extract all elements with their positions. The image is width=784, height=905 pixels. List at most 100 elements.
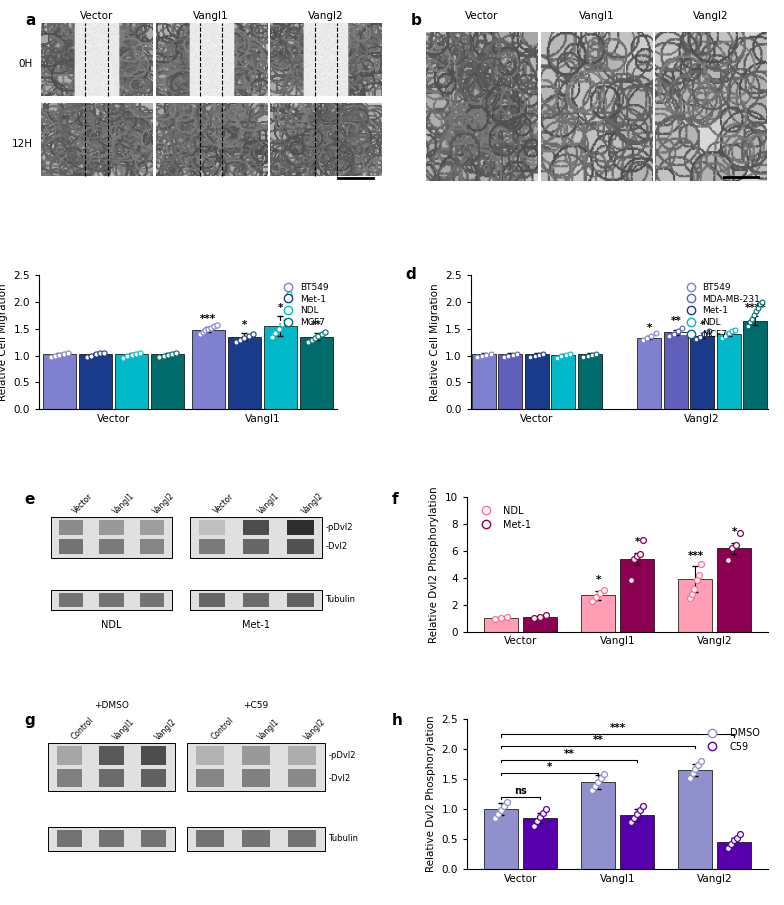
Point [633, 547, 646, 561]
Point [539, 802, 552, 816]
Point [581, 348, 593, 363]
Point [756, 294, 768, 309]
Bar [242, 831, 270, 847]
Bar [79, 354, 112, 409]
Bar [140, 539, 164, 555]
Point [165, 347, 178, 361]
Bar [56, 831, 82, 847]
Point [501, 610, 514, 624]
Bar [60, 539, 83, 555]
Bar [99, 831, 124, 847]
Bar [56, 747, 82, 765]
Point [475, 348, 488, 363]
Bar [717, 842, 751, 869]
Bar [43, 354, 76, 409]
Point [753, 297, 766, 311]
Point [695, 754, 707, 768]
Y-axis label: Relative Cell Migration: Relative Cell Migration [0, 283, 8, 401]
Text: ***: *** [200, 314, 216, 324]
Text: -pDvl2: -pDvl2 [328, 751, 356, 760]
Bar [578, 355, 601, 409]
Legend: BT549, Met-1, NDL, MCF7: BT549, Met-1, NDL, MCF7 [276, 280, 332, 330]
Point [536, 805, 549, 820]
Bar [242, 747, 270, 765]
Point [273, 321, 285, 336]
Point [689, 762, 702, 776]
Point [734, 827, 746, 842]
Point [196, 325, 209, 339]
Text: a: a [25, 13, 36, 28]
Point [555, 348, 568, 363]
Point [489, 811, 502, 825]
Text: Vangl2: Vangl2 [154, 717, 179, 741]
Point [129, 347, 142, 361]
Bar [289, 831, 316, 847]
Point [283, 286, 296, 300]
Point [162, 348, 174, 362]
Point [597, 767, 610, 782]
Bar [198, 520, 225, 536]
Point [89, 348, 102, 362]
Point [495, 611, 507, 625]
Point [716, 331, 728, 346]
Text: Vangl2: Vangl2 [693, 11, 729, 21]
Text: *: * [731, 528, 737, 538]
Point [586, 783, 599, 797]
Point [489, 612, 502, 626]
Bar [243, 520, 270, 536]
Text: *: * [596, 576, 601, 586]
Bar [51, 590, 172, 610]
Point [637, 533, 649, 548]
Bar [300, 337, 333, 409]
Point [637, 799, 649, 814]
Point [686, 586, 699, 601]
Point [692, 567, 705, 582]
Point [134, 347, 147, 361]
Text: NDL: NDL [101, 620, 122, 630]
Bar [484, 618, 518, 632]
Point [498, 350, 510, 365]
Bar [140, 593, 164, 607]
Point [480, 348, 492, 362]
Point [302, 335, 314, 349]
Bar [196, 747, 223, 765]
Point [742, 319, 755, 333]
Point [728, 833, 741, 847]
Point [550, 350, 563, 365]
Point [81, 349, 93, 364]
Point [531, 814, 543, 828]
Text: **: ** [670, 317, 681, 327]
Text: *: * [278, 303, 283, 313]
Point [722, 326, 735, 340]
Text: g: g [24, 713, 34, 729]
Text: *: * [547, 762, 553, 772]
Point [528, 348, 541, 363]
Bar [141, 769, 166, 787]
Text: ns: ns [514, 786, 527, 795]
Point [684, 770, 696, 785]
Bar [49, 827, 175, 851]
Bar [196, 831, 223, 847]
Point [170, 346, 183, 360]
Text: Vangl1: Vangl1 [111, 491, 136, 516]
Bar [525, 355, 549, 409]
Point [589, 779, 601, 794]
Point [208, 319, 220, 334]
Point [45, 350, 57, 365]
Bar [60, 520, 83, 536]
Point [202, 322, 215, 337]
Text: **: ** [593, 735, 604, 745]
Text: Vector: Vector [71, 492, 95, 516]
Text: Vector: Vector [80, 11, 113, 21]
Point [597, 583, 610, 597]
Point [676, 320, 688, 335]
Legend: BT549, MDA-MB-231, Met-1, NDL, MCF7: BT549, MDA-MB-231, Met-1, NDL, MCF7 [678, 280, 764, 342]
Text: h: h [392, 713, 402, 729]
Point [625, 814, 637, 829]
Bar [717, 334, 741, 409]
Point [734, 526, 746, 540]
Point [667, 327, 680, 341]
Legend: DMSO, C59: DMSO, C59 [699, 724, 764, 756]
Point [695, 557, 707, 572]
Point [730, 538, 742, 553]
